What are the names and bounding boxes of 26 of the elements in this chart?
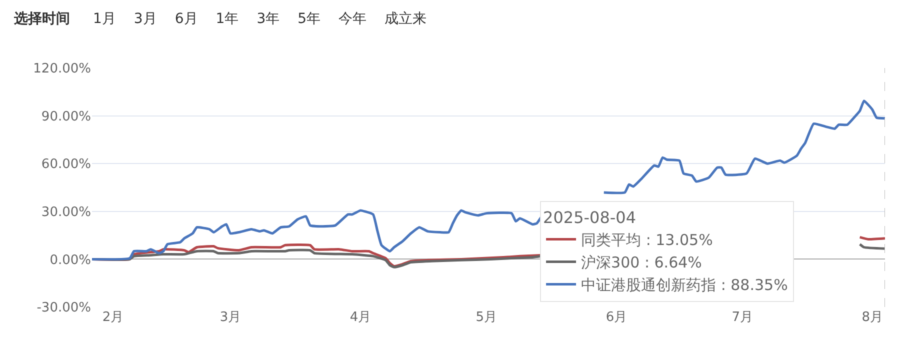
x-tick-label: 7月 (732, 310, 753, 325)
legend-title: 2025-08-04 (543, 208, 636, 228)
text: 选择时间 (14, 10, 71, 29)
text: 成立来 (384, 10, 428, 29)
legend-label: 同类平均 : 13.05% (581, 231, 713, 250)
y-tick-label: 90.00% (41, 109, 91, 124)
legend-label: 中证港股通创新药指 : 88.35% (581, 276, 788, 294)
x-tick-label: 8月 (862, 310, 884, 325)
x-tick-label: 5月 (476, 310, 498, 325)
x-tick-label: 3月 (220, 310, 242, 325)
text: 6月 (174, 10, 199, 29)
text: 5年 (296, 10, 322, 29)
y-tick-label: -30.00% (36, 300, 91, 316)
y-tick-label: 120.00% (33, 62, 91, 77)
text: 3月 (132, 10, 158, 29)
text: 1年 (214, 10, 240, 29)
y-tick-label: 30.00% (41, 204, 91, 220)
text: 今年 (338, 10, 368, 29)
legend-label: 沪深300 : 6.64% (581, 254, 702, 272)
y-tick-label: 0.00% (50, 252, 91, 268)
text: 3年 (256, 10, 281, 29)
x-tick-label: 2月 (102, 310, 124, 325)
x-tick-label: 4月 (350, 310, 372, 325)
y-tick-label: 60.00% (41, 157, 91, 172)
x-tick-label: 6月 (606, 310, 628, 325)
text: 1月 (92, 10, 117, 29)
